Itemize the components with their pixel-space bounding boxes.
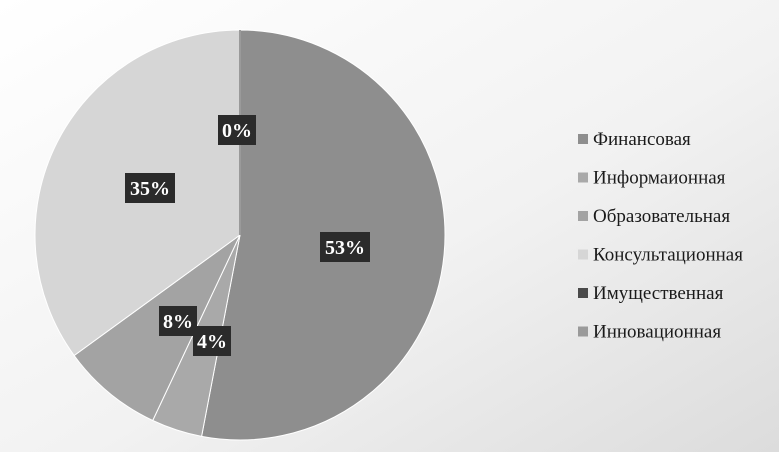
legend-item-3: Образовательная (578, 206, 730, 227)
data-label-text: 35% (130, 178, 170, 200)
data-label-text: 0% (222, 120, 252, 142)
legend: Финансовая Информаионная Образовательная Ко… (578, 129, 743, 343)
legend-item-5: Имущественная (578, 283, 724, 304)
legend-swatch (578, 326, 588, 337)
data-label-text: 4% (197, 331, 227, 353)
pie-slices (34, 29, 446, 441)
legend-item-2: Информаионная (578, 168, 726, 189)
legend-item-6: Инновационная (578, 322, 721, 343)
legend-swatch (578, 211, 588, 221)
legend-label: Консультационная (593, 245, 743, 266)
data-label-4: 35% (125, 173, 175, 203)
data-label-5: 0% (218, 115, 256, 145)
data-label-box (193, 326, 231, 356)
data-label-2: 4% (193, 326, 231, 356)
legend-swatch (578, 172, 588, 183)
data-label-text: 53% (325, 237, 365, 259)
data-label-text: 8% (163, 311, 193, 333)
legend-swatch (578, 134, 588, 144)
legend-label: Образовательная (593, 206, 730, 227)
data-label-1: 53% (320, 232, 370, 262)
legend-label: Информаионная (593, 168, 726, 189)
legend-swatch (578, 288, 588, 298)
legend-item-1: Финансовая (578, 129, 691, 150)
legend-item-4: Консультационная (578, 245, 743, 266)
pie-slice-3 (73, 234, 241, 422)
legend-swatch (578, 249, 588, 260)
legend-label: Инновационная (593, 322, 721, 343)
legend-label: Финансовая (593, 129, 691, 150)
data-label-box (218, 115, 256, 145)
pie-data-labels: 53% 4%8% 35% 0% (125, 115, 370, 356)
legend-label: Имущественная (593, 283, 724, 304)
data-label-box (125, 173, 175, 203)
data-label-box (320, 232, 370, 262)
data-label-box (159, 306, 197, 336)
data-label-3: 8% (159, 306, 197, 336)
